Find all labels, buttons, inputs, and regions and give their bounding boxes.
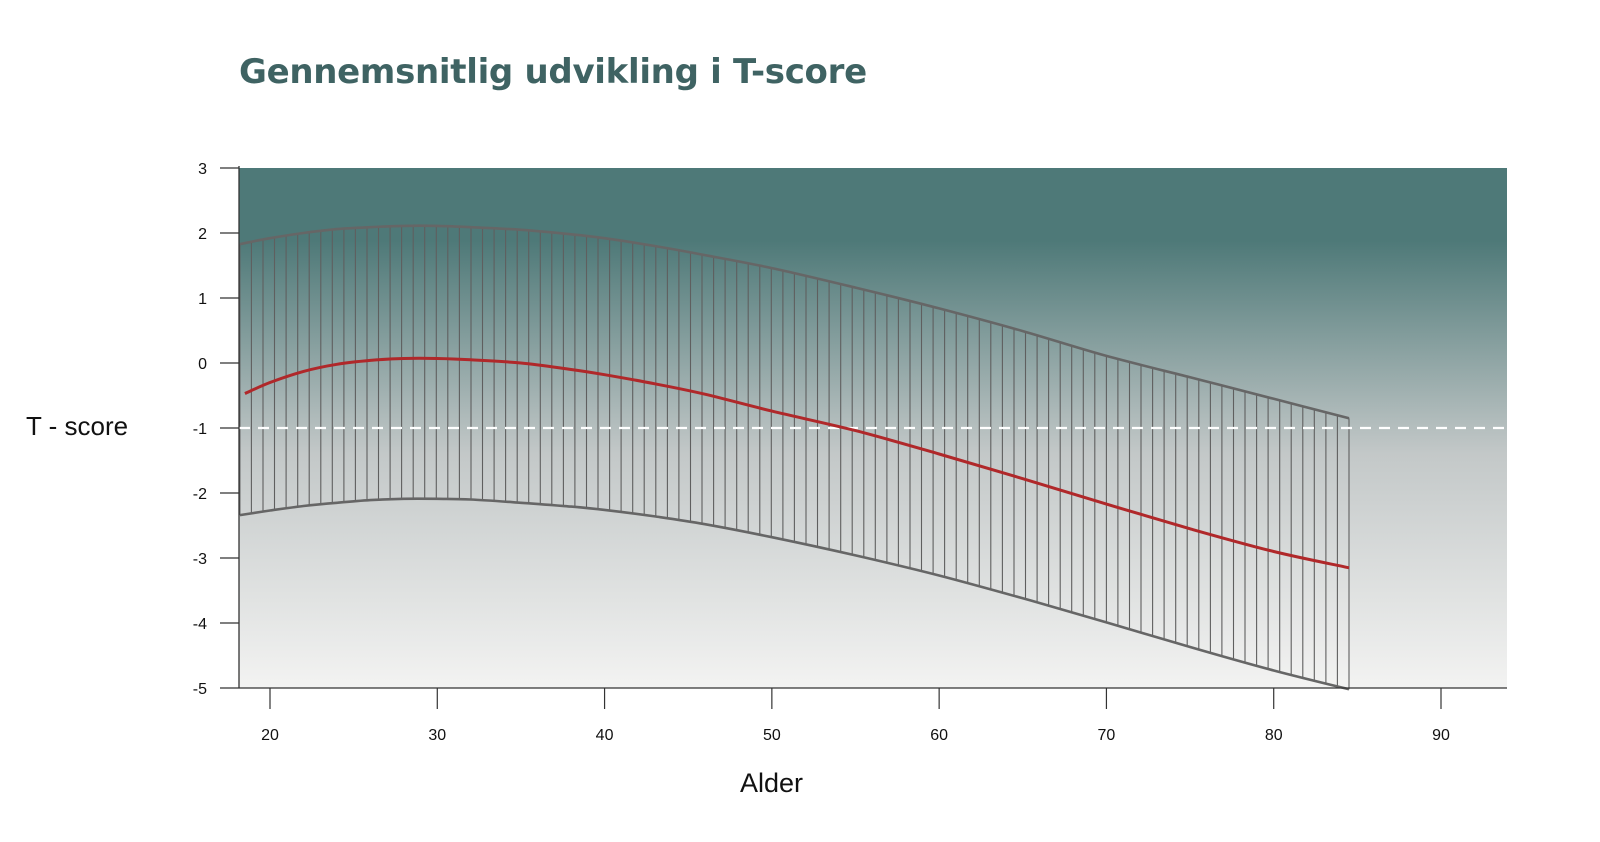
mean-curve [244, 356, 1350, 570]
range-bounds [239, 224, 1350, 691]
y-tick-label: -1 [193, 421, 207, 438]
upper-bound-curve [239, 224, 1350, 420]
x-tick-label: 60 [930, 727, 948, 744]
y-tick-label: -4 [193, 616, 207, 633]
y-tick-label: -2 [193, 486, 207, 503]
y-axis-label: T - score [26, 411, 129, 441]
y-tick-label: 0 [198, 356, 207, 373]
range-hatching [239, 225, 1350, 690]
y-tick-label: 1 [198, 291, 207, 308]
x-axis-label: Alder [740, 768, 804, 798]
y-tick-label: -3 [193, 551, 207, 568]
x-tick-label: 80 [1265, 727, 1283, 744]
x-tick-label: 70 [1098, 727, 1116, 744]
lower-bound-curve [239, 497, 1350, 691]
x-tick-label: 90 [1432, 727, 1450, 744]
x-tick-label: 40 [596, 727, 614, 744]
x-tick-label: 20 [261, 727, 279, 744]
chart-title: Gennemsnitlig udvikling i T-score [239, 52, 867, 92]
y-tick-label: -5 [193, 681, 207, 698]
mean-curve-group [244, 356, 1350, 570]
y-tick-label: 3 [198, 161, 207, 178]
x-tick-label: 30 [428, 727, 446, 744]
x-tick-label: 50 [763, 727, 781, 744]
axes: 3 2 1 0 -1 -2 -3 -4 -5 20 30 40 50 60 70 80 90 [193, 161, 1507, 744]
y-tick-label: 2 [198, 226, 207, 243]
